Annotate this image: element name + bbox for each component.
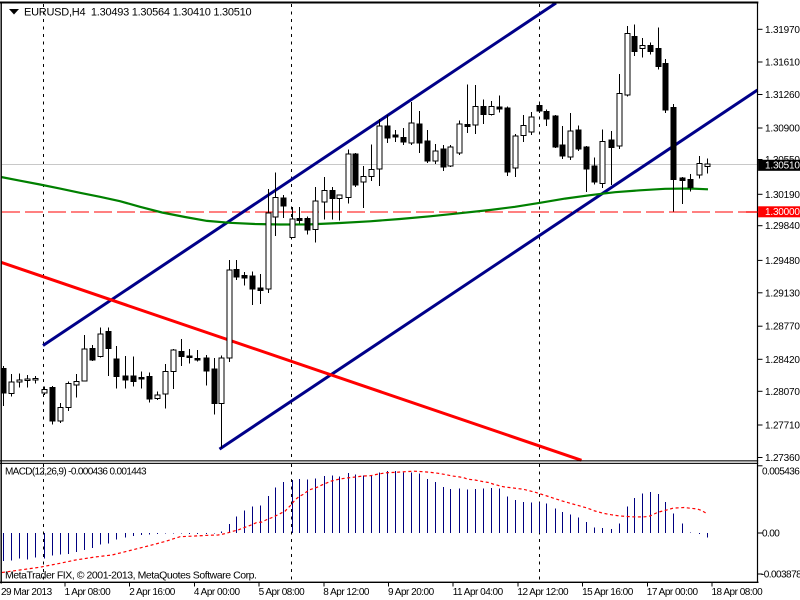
svg-text:1.28070: 1.28070 bbox=[765, 387, 800, 398]
svg-text:0.005436: 0.005436 bbox=[762, 466, 800, 477]
svg-text:29 Mar 2013: 29 Mar 2013 bbox=[1, 587, 53, 598]
svg-text:1.31260: 1.31260 bbox=[765, 90, 800, 101]
svg-text:18 Apr 08:00: 18 Apr 08:00 bbox=[712, 587, 764, 598]
svg-text:1.30510: 1.30510 bbox=[765, 161, 800, 172]
svg-text:9 Apr 20:00: 9 Apr 20:00 bbox=[388, 587, 435, 598]
svg-text:1.30190: 1.30190 bbox=[765, 190, 800, 201]
svg-text:EURUSD,H4 1.30493 1.30564 1.3: EURUSD,H4 1.30493 1.30564 1.30410 1.3051… bbox=[24, 7, 252, 19]
svg-text:17 Apr 00:00: 17 Apr 00:00 bbox=[647, 587, 699, 598]
svg-text:1.28770: 1.28770 bbox=[765, 322, 800, 333]
svg-text:1.29130: 1.29130 bbox=[765, 288, 800, 299]
svg-text:2 Apr 16:00: 2 Apr 16:00 bbox=[129, 587, 176, 598]
svg-text:11 Apr 04:00: 11 Apr 04:00 bbox=[453, 587, 504, 598]
svg-text:5 Apr 08:00: 5 Apr 08:00 bbox=[259, 587, 306, 598]
svg-text:MACD(12,26,9) -0.000436 0.0014: MACD(12,26,9) -0.000436 0.001443 bbox=[5, 467, 147, 478]
svg-text:1.28420: 1.28420 bbox=[765, 355, 800, 366]
svg-text:4 Apr 00:00: 4 Apr 00:00 bbox=[194, 587, 241, 598]
svg-text:12 Apr 12:00: 12 Apr 12:00 bbox=[517, 587, 569, 598]
svg-text:1.31970: 1.31970 bbox=[765, 25, 800, 36]
svg-text:8 Apr 12:00: 8 Apr 12:00 bbox=[323, 587, 370, 598]
svg-text:1.31610: 1.31610 bbox=[765, 58, 800, 69]
svg-text:1.29840: 1.29840 bbox=[765, 221, 800, 232]
svg-text:1 Apr 08:00: 1 Apr 08:00 bbox=[65, 587, 112, 598]
svg-text:-0.003878: -0.003878 bbox=[761, 570, 800, 581]
svg-text:1.30900: 1.30900 bbox=[765, 124, 800, 135]
svg-text:1.30000: 1.30000 bbox=[765, 207, 800, 218]
svg-text:1.29480: 1.29480 bbox=[765, 256, 800, 267]
svg-text:1.27360: 1.27360 bbox=[765, 453, 800, 464]
svg-text:0.00: 0.00 bbox=[762, 529, 780, 540]
svg-text:1.27710: 1.27710 bbox=[765, 421, 800, 432]
svg-text:15 Apr 16:00: 15 Apr 16:00 bbox=[582, 587, 634, 598]
svg-text:MetaTrader FIX, © 2001-2013, M: MetaTrader FIX, © 2001-2013, MetaQuotes … bbox=[5, 570, 257, 582]
